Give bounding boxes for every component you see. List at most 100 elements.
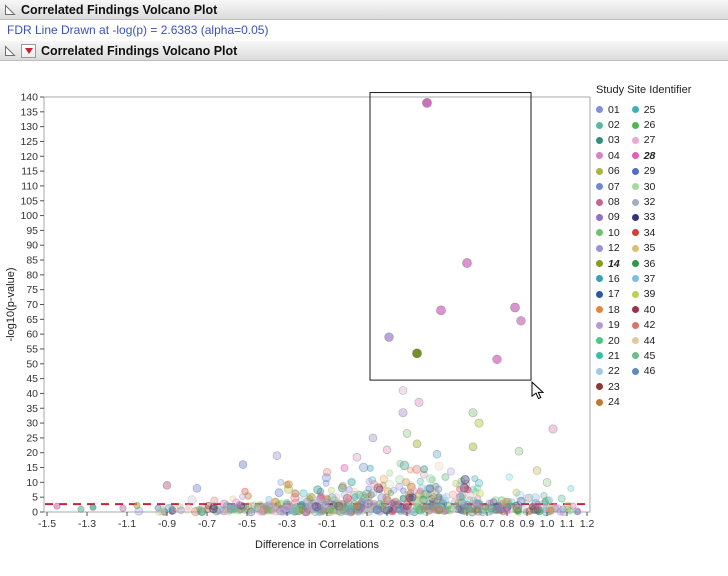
data-point[interactable] [370,480,379,489]
data-point[interactable] [255,506,265,516]
data-point[interactable] [426,507,434,515]
data-point[interactable] [531,493,540,503]
data-point[interactable] [445,506,455,515]
data-point[interactable] [318,506,326,515]
data-point[interactable] [395,505,404,514]
data-point[interactable] [223,503,232,511]
data-point[interactable] [379,505,387,513]
data-point[interactable] [415,489,425,499]
data-point[interactable] [441,506,450,515]
data-point[interactable] [368,500,379,510]
data-point[interactable] [455,492,465,502]
data-point[interactable] [290,498,301,509]
data-point[interactable] [438,506,447,515]
legend-item-12[interactable]: 12 [596,241,620,256]
data-point[interactable] [460,475,470,485]
data-point[interactable] [535,508,543,516]
data-point[interactable] [459,483,470,493]
data-point[interactable] [230,505,238,513]
data-point[interactable] [371,502,380,511]
data-point[interactable] [465,504,473,513]
data-point[interactable] [499,508,507,516]
data-point[interactable] [197,504,206,513]
data-point[interactable] [434,502,443,510]
legend-item-32[interactable]: 32 [631,194,655,209]
data-point[interactable] [219,499,229,509]
data-point[interactable] [474,494,482,503]
data-point[interactable] [461,508,469,515]
data-point[interactable] [284,480,293,489]
data-point[interactable] [463,506,473,516]
data-point[interactable] [282,504,291,513]
data-point[interactable] [458,507,465,515]
data-point[interactable] [413,503,421,512]
data-point[interactable] [282,499,291,508]
data-point[interactable] [341,505,351,515]
data-point[interactable] [277,499,286,508]
data-point[interactable] [399,460,410,471]
data-point[interactable] [193,506,203,515]
data-point[interactable] [533,505,543,514]
data-point[interactable] [383,496,392,505]
data-point[interactable] [363,501,371,509]
data-point[interactable] [452,479,460,488]
data-point[interactable] [545,507,555,516]
data-point[interactable] [513,503,522,513]
data-point[interactable] [310,506,318,514]
data-point[interactable] [306,495,314,502]
data-point[interactable] [283,481,291,489]
data-point[interactable] [435,505,444,514]
data-point[interactable] [504,502,513,510]
data-point[interactable] [447,505,455,513]
data-point[interactable] [424,503,432,511]
data-point[interactable] [391,497,401,507]
data-point[interactable] [399,503,407,511]
data-point[interactable] [412,464,422,474]
data-point[interactable] [159,507,166,514]
data-point[interactable] [320,507,327,515]
data-point[interactable] [512,505,521,514]
data-point[interactable] [77,505,85,513]
data-point[interactable] [282,503,289,511]
legend-item-03[interactable]: 03 [596,133,620,148]
data-point[interactable] [548,424,558,434]
data-point[interactable] [352,452,362,462]
legend-item-24[interactable]: 24 [596,394,620,409]
data-point[interactable] [457,507,465,515]
data-point[interactable] [236,506,244,514]
data-point[interactable] [412,439,422,449]
data-point[interactable] [505,473,514,481]
data-point[interactable] [491,496,500,505]
data-point[interactable] [514,507,522,515]
data-point[interactable] [415,505,424,515]
data-point[interactable] [407,507,416,516]
data-point[interactable] [421,503,429,511]
legend-item-46[interactable]: 46 [631,364,655,379]
data-point[interactable] [372,505,382,515]
data-point[interactable] [362,489,372,499]
data-point[interactable] [374,500,384,510]
data-point[interactable] [459,494,467,502]
data-point[interactable] [312,499,321,507]
data-point[interactable] [229,495,237,503]
data-point[interactable] [496,504,506,514]
data-point[interactable] [253,504,263,513]
data-point[interactable] [435,503,444,512]
data-point[interactable] [510,302,520,313]
data-point[interactable] [325,505,335,514]
data-point[interactable] [330,495,339,504]
data-point[interactable] [432,489,440,496]
data-point[interactable] [463,500,472,509]
data-point[interactable] [408,493,417,502]
data-point[interactable] [466,491,475,500]
data-point[interactable] [465,506,473,514]
data-point[interactable] [418,495,427,504]
data-point[interactable] [463,485,471,494]
data-point[interactable] [441,473,450,481]
data-point[interactable] [475,489,484,498]
data-point[interactable] [461,507,469,514]
data-point[interactable] [501,502,511,512]
data-point[interactable] [274,488,284,498]
data-point[interactable] [557,494,566,503]
data-point[interactable] [401,478,411,487]
